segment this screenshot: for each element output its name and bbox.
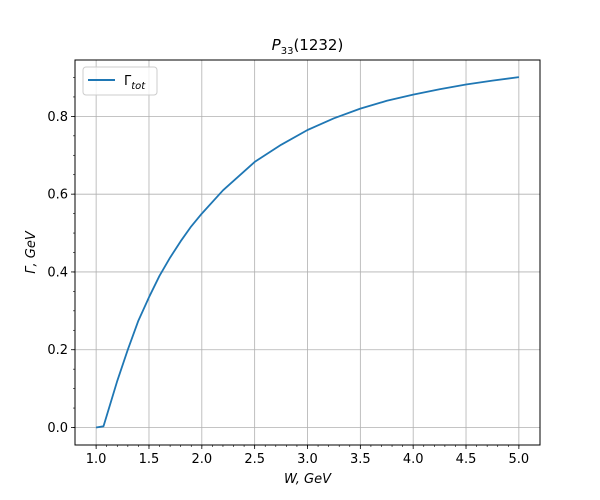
x-tick-label-2: 2.0: [191, 452, 212, 467]
chart-title-sub: 33: [281, 46, 294, 57]
x-tick-label-3: 2.5: [244, 452, 265, 467]
x-tick-label-4: 3.0: [297, 452, 318, 467]
y-tick-label-1: 0.2: [47, 343, 68, 358]
x-tick-label-0: 1.0: [86, 452, 107, 467]
x-tick-label-5: 3.5: [350, 452, 371, 467]
legend-box: [82, 66, 158, 96]
y-tick-label-2: 0.4: [47, 265, 68, 280]
y-tick-label-0: 0.0: [47, 421, 68, 436]
chart-title-main: P: [272, 36, 282, 54]
y-axis-label: Γ, GeV: [24, 230, 39, 274]
series-layer: [95, 76, 520, 429]
x-axis-label: W, GeV: [284, 472, 332, 487]
grid: [75, 60, 540, 445]
x-tick-label-6: 4.0: [403, 452, 424, 467]
legend-entry-sub: tot: [131, 81, 146, 92]
x-tick-label-7: 4.5: [456, 452, 477, 467]
legend-entry-label: Γtot: [124, 74, 146, 92]
ticks: 1.0 1.5 2.0 2.5 3.0 3.5 4.0 4.5 5.0 0.0 0.2 0.4 0.6 0…: [47, 77, 530, 467]
legend: Γtot: [82, 66, 158, 96]
chart-title-rest: (1232): [293, 36, 343, 54]
chart-title: P33(1232): [272, 36, 344, 57]
y-tick-label-4: 0.8: [47, 110, 68, 125]
y-tick-label-3: 0.6: [47, 188, 68, 203]
x-tick-label-1: 1.5: [139, 452, 160, 467]
x-tick-label-8: 5.0: [509, 452, 530, 467]
series-line-0: [95, 76, 520, 429]
legend-entry-main: Γ: [124, 74, 132, 89]
